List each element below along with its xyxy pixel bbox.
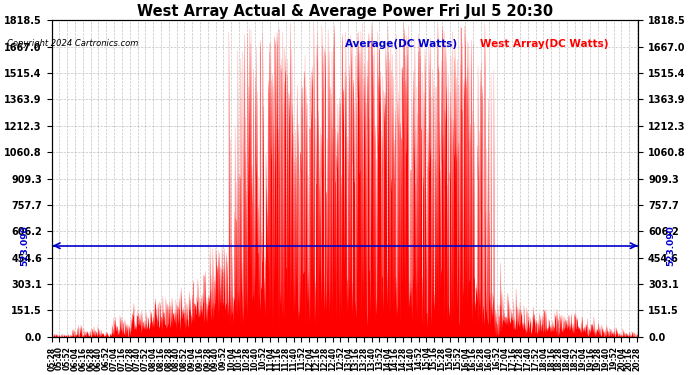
Text: Copyright 2024 Cartronics.com: Copyright 2024 Cartronics.com: [7, 39, 138, 48]
Text: 523.090: 523.090: [666, 225, 675, 266]
Text: 523.090: 523.090: [21, 225, 30, 266]
Text: Average(DC Watts): Average(DC Watts): [345, 39, 457, 50]
Title: West Array Actual & Average Power Fri Jul 5 20:30: West Array Actual & Average Power Fri Ju…: [137, 4, 553, 19]
Text: West Array(DC Watts): West Array(DC Watts): [480, 39, 608, 50]
